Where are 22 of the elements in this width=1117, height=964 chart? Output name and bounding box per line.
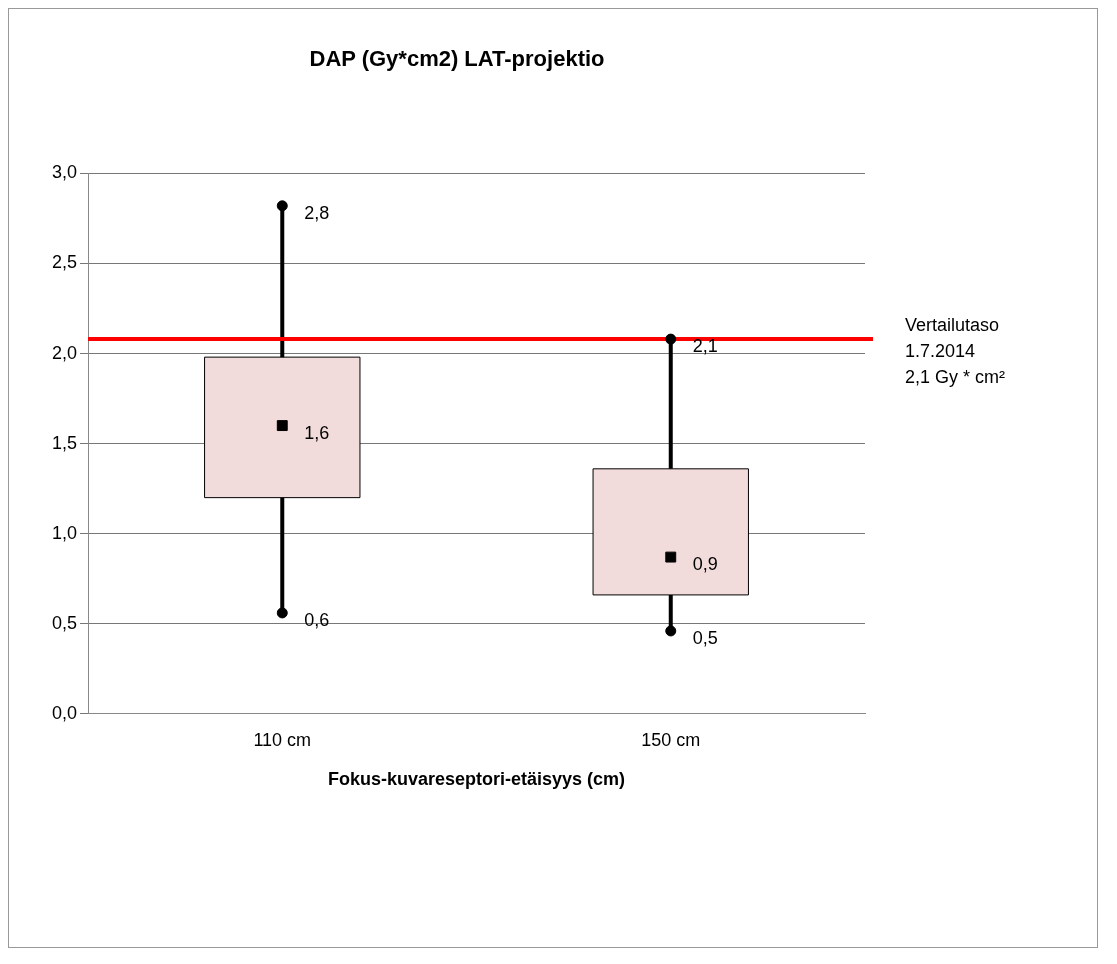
y-tick-label: 2,0 [51,342,78,363]
y-tick-label: 1,5 [51,432,78,453]
point [276,200,288,212]
point [665,625,677,637]
annotation: 0,9 [692,554,718,575]
y-tick-label: 3,0 [51,162,78,183]
y-tick-label: 0,0 [51,702,78,723]
y-tick-label: 2,5 [51,252,78,273]
y-tick-label: 0,5 [51,612,78,633]
annotation: 1,6 [304,422,330,443]
x-axis-title: Fokus-kuvareseptori-etäisyys (cm) [327,769,626,790]
annotation: 0,5 [692,627,718,648]
x-tick-label: 150 cm [641,729,701,750]
annotation: 0,6 [304,609,330,630]
annotation: 2,1 [692,336,718,357]
chart-title: DAP (Gy*cm2) LAT-projektio [309,46,605,72]
annotation: 2,8 [304,202,330,223]
point [276,607,288,619]
x-tick-label: 110 cm [253,729,312,750]
ref-line-label: Vertailutaso 1.7.2014 2,1 Gy * cm² [905,315,1006,388]
point [665,333,677,345]
y-tick-label: 1,0 [51,522,78,543]
